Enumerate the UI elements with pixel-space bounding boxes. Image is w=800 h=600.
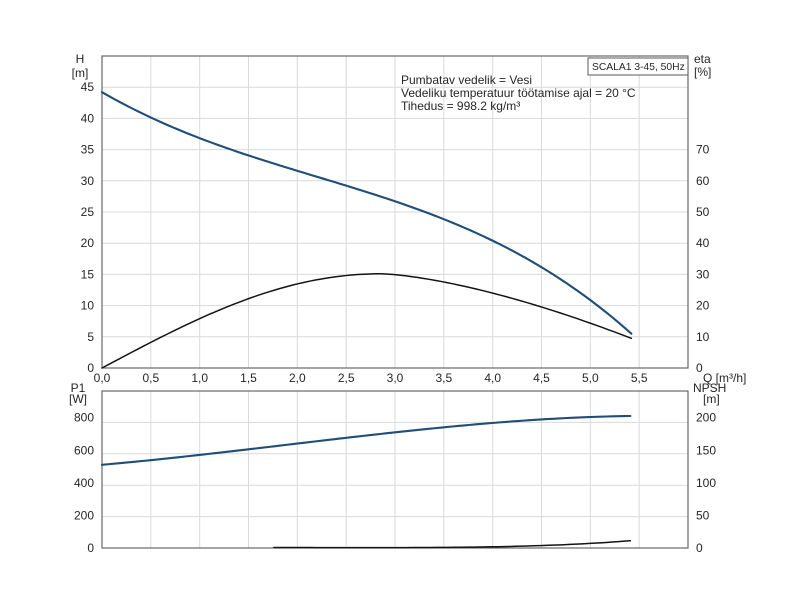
svg-text:SCALA1 3-45, 50Hz: SCALA1 3-45, 50Hz: [592, 62, 685, 73]
svg-text:200: 200: [74, 508, 94, 522]
svg-text:35: 35: [81, 143, 95, 157]
svg-text:600: 600: [74, 443, 94, 457]
svg-text:2,0: 2,0: [289, 371, 306, 385]
svg-text:eta: eta: [694, 52, 711, 66]
svg-text:60: 60: [696, 174, 710, 188]
svg-text:40: 40: [81, 111, 95, 125]
svg-text:0: 0: [696, 541, 703, 555]
svg-text:1,0: 1,0: [191, 371, 208, 385]
svg-text:[m]: [m]: [72, 66, 89, 80]
svg-text:0,0: 0,0: [94, 371, 111, 385]
svg-text:[m]: [m]: [703, 392, 720, 406]
svg-text:1,5: 1,5: [240, 371, 257, 385]
svg-text:0: 0: [696, 361, 703, 375]
svg-text:5,0: 5,0: [582, 371, 599, 385]
svg-text:5: 5: [87, 330, 94, 344]
svg-text:5,5: 5,5: [631, 371, 648, 385]
svg-text:15: 15: [81, 267, 95, 281]
svg-text:10: 10: [81, 299, 95, 313]
svg-text:150: 150: [696, 443, 716, 457]
svg-text:400: 400: [74, 476, 94, 490]
svg-text:[%]: [%]: [694, 65, 711, 79]
svg-text:3,5: 3,5: [435, 371, 452, 385]
svg-text:45: 45: [81, 80, 95, 94]
svg-text:70: 70: [696, 143, 710, 157]
svg-text:Vedeliku temperatuur töötamise: Vedeliku temperatuur töötamise ajal = 20…: [401, 86, 636, 100]
svg-text:Pumbatav vedelik = Vesi: Pumbatav vedelik = Vesi: [401, 73, 532, 87]
svg-text:800: 800: [74, 411, 94, 425]
svg-text:2,5: 2,5: [338, 371, 355, 385]
svg-text:0,5: 0,5: [142, 371, 159, 385]
svg-text:0: 0: [87, 541, 94, 555]
svg-text:30: 30: [696, 267, 710, 281]
svg-text:25: 25: [81, 205, 95, 219]
svg-text:Tihedus = 998.2 kg/m³: Tihedus = 998.2 kg/m³: [401, 99, 520, 113]
svg-text:40: 40: [696, 236, 710, 250]
svg-text:10: 10: [696, 330, 710, 344]
svg-text:100: 100: [696, 476, 716, 490]
svg-text:20: 20: [81, 236, 95, 250]
svg-text:H: H: [76, 52, 85, 66]
svg-text:4,0: 4,0: [484, 371, 501, 385]
svg-text:[W]: [W]: [69, 392, 87, 406]
svg-text:200: 200: [696, 411, 716, 425]
svg-text:20: 20: [696, 299, 710, 313]
svg-text:50: 50: [696, 205, 710, 219]
svg-text:50: 50: [696, 508, 710, 522]
svg-text:30: 30: [81, 174, 95, 188]
svg-text:4,5: 4,5: [533, 371, 550, 385]
svg-text:3,0: 3,0: [387, 371, 404, 385]
